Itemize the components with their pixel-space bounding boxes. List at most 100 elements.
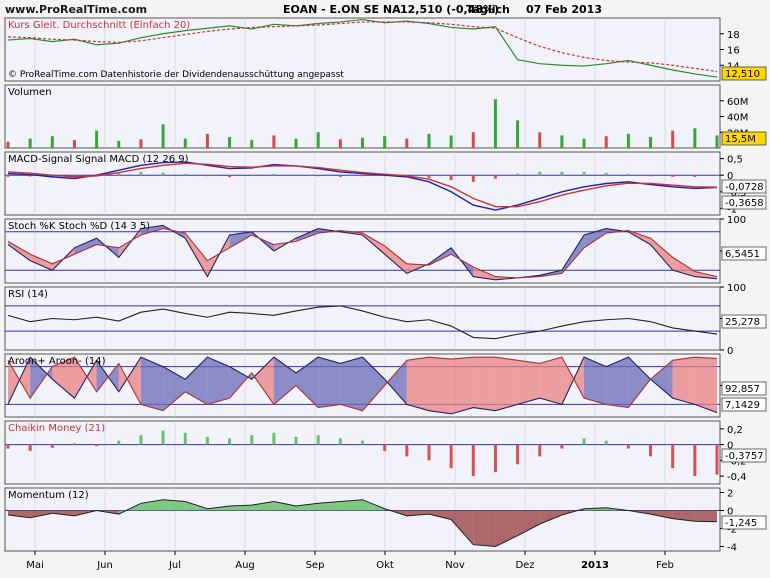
last-value-box [721,381,767,396]
panel-title: Kurs Gleit. Durchschnitt (Einfach 20) [8,20,190,31]
band-segment [118,357,141,405]
y-tick-label: 2 [727,489,733,500]
band-segment [8,241,31,261]
panel-frame [4,487,721,552]
series-line-ma [7,21,718,73]
panel-title: MACD-Signal Signal MACD (12 26 9) [8,154,189,165]
macd-histogram-bar [671,175,675,177]
band-segment [163,366,186,411]
volume-bar [139,139,143,148]
macd-histogram-bar [161,172,165,176]
y-tick-label: 0 [727,441,733,452]
last-value-label: -0,0728 [725,182,764,193]
volume-bar [294,138,298,148]
momentum-area [650,510,673,519]
y-tick-label: 0 [727,346,733,357]
momentum-area [473,510,496,547]
x-tick-label: Mai [26,560,44,571]
chaikin-bar [139,435,143,445]
macd-histogram-bar [6,175,10,177]
x-tick-label: Feb [656,560,674,571]
chaikin-bar [72,443,76,445]
volume-bar [604,136,608,148]
band-segment [406,357,429,411]
band-segment [30,254,53,271]
chaikin-bar [604,440,608,445]
chaikin-bar [117,440,121,445]
last-value-label: 92,857 [725,384,760,395]
band-segment [140,225,164,235]
chaikin-bar [272,432,276,445]
chaikin-bar [626,444,630,449]
band-segment [296,228,319,242]
band-segment [473,357,496,411]
panel-frame [4,84,721,149]
macd-histogram-bar [183,173,187,176]
macd-histogram-bar [582,171,586,176]
macd-histogram-bar [693,175,697,177]
momentum-area [229,505,252,511]
x-tick-label: 2013 [581,560,609,571]
momentum-area [428,510,452,520]
last-value-box [721,246,767,261]
last-value-box-2 [721,195,767,210]
volume-bar [471,132,475,148]
series-line-1 [7,356,718,412]
volume-bar [50,136,54,148]
momentum-area [694,510,717,522]
chaikin-bar [338,438,342,445]
chaikin-bar [405,444,409,457]
volume-bar [338,139,342,148]
macd-histogram-bar [205,175,209,177]
macd-histogram-bar [228,175,232,178]
macd-histogram-bar [50,175,54,177]
series-line-macd [7,161,718,211]
series-line-0 [7,356,718,415]
volume-bar [316,132,320,148]
volume-bar [250,140,254,148]
volume-bar [405,138,409,148]
chaikin-bar [205,436,209,445]
last-value-label: -0,3757 [725,451,764,462]
volume-bar [117,140,121,148]
last-value-label: 6,5451 [725,249,760,260]
volume-bar [272,135,276,148]
volume-bar [205,133,209,148]
momentum-area [163,499,186,511]
momentum-area [539,510,562,524]
panel-title: Aroon+ Aroon- (14) [8,356,106,367]
rsi-line [7,305,718,340]
macd-histogram-bar [272,173,276,176]
panel-title: Volumen [8,87,52,98]
volume-bar [183,138,187,148]
macd-histogram-bar [649,175,653,177]
panel-title: Chaikin Money (21) [8,423,105,434]
band-segment [650,360,673,399]
band-segment [384,360,407,405]
momentum-area [451,510,474,545]
band-segment [451,357,474,414]
chaikin-bar [693,444,697,477]
band-segment [229,231,252,248]
chaikin-bar [582,438,586,445]
last-value-box [721,515,767,530]
band-segment [273,238,297,251]
chaikin-bar [95,444,99,447]
band-segment [628,357,651,408]
chaikin-bar [294,436,298,445]
x-tick-label: Jun [96,560,113,571]
band-segment [672,357,695,405]
macd-histogram-bar [449,175,453,181]
chaikin-bar [228,438,232,445]
volume-bar [516,120,520,148]
y-tick-label: 0 [727,507,733,518]
chaikin-bar [471,444,475,477]
momentum-area [251,501,274,511]
date-label: 07 Feb 2013 [526,3,602,16]
panel-frame [4,151,721,216]
brand-label[interactable]: www.ProRealTime.com [5,3,148,16]
momentum-area [30,510,53,518]
y-tick-label: -1 [727,204,737,215]
momentum-area [273,501,297,511]
